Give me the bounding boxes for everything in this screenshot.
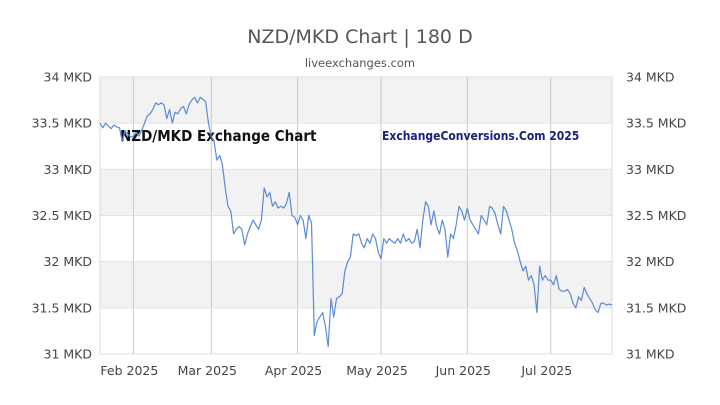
chart-subtitle: liveexchanges.com bbox=[304, 56, 416, 70]
watermark-right: ExchangeConversions.Com 2025 bbox=[382, 129, 579, 143]
x-axis: Feb 2025 Mar 2025 Apr 2025 May 2025 Jun 2025… bbox=[100, 363, 572, 378]
y-axis-left: 34 MKD 33.5 MKD 33 MKD 32.5 MKD 32 MKD 31.5 M… bbox=[32, 70, 92, 362]
x-tick-label: Feb 2025 bbox=[100, 363, 158, 378]
plot-band bbox=[100, 307, 612, 354]
horizontal-gridlines bbox=[100, 76, 612, 355]
x-tick-label: Jul 2025 bbox=[520, 363, 572, 378]
x-tick-label: May 2025 bbox=[346, 363, 408, 378]
plot-band bbox=[100, 169, 612, 216]
plot-band bbox=[100, 77, 612, 124]
y-axis-right: 34 MKD 33.5 MKD 33 MKD 32.5 MKD 32 MKD 31.5 M… bbox=[626, 70, 686, 362]
y-tick-label-left: 32.5 MKD bbox=[32, 208, 92, 223]
y-tick-label-left: 33 MKD bbox=[44, 162, 93, 177]
plot-band bbox=[100, 123, 612, 170]
y-tick-label-right: 32.5 MKD bbox=[626, 208, 686, 223]
plot-band bbox=[100, 215, 612, 262]
y-tick-label-right: 33.5 MKD bbox=[626, 116, 686, 131]
series-group bbox=[99, 96, 613, 348]
y-tick-label-left: 34 MKD bbox=[44, 70, 93, 85]
y-tick-label-left: 32 MKD bbox=[44, 254, 93, 269]
watermark-left: NZD/MKD Exchange Chart bbox=[120, 127, 317, 145]
y-tick-label-left: 31 MKD bbox=[44, 347, 93, 362]
y-tick-label-right: 34 MKD bbox=[626, 70, 675, 85]
x-tick-label: Mar 2025 bbox=[178, 363, 237, 378]
x-tick-label: Apr 2025 bbox=[265, 363, 322, 378]
x-tick-label: Jun 2025 bbox=[435, 363, 491, 378]
series-line bbox=[99, 96, 613, 348]
y-tick-label-left: 33.5 MKD bbox=[32, 116, 92, 131]
y-tick-label-left: 31.5 MKD bbox=[32, 300, 92, 315]
y-tick-label-right: 33 MKD bbox=[626, 162, 675, 177]
y-tick-label-right: 32 MKD bbox=[626, 254, 675, 269]
y-tick-label-right: 31.5 MKD bbox=[626, 300, 686, 315]
y-tick-label-right: 31 MKD bbox=[626, 347, 675, 362]
chart-title: NZD/MKD Chart | 180 D bbox=[247, 26, 473, 48]
